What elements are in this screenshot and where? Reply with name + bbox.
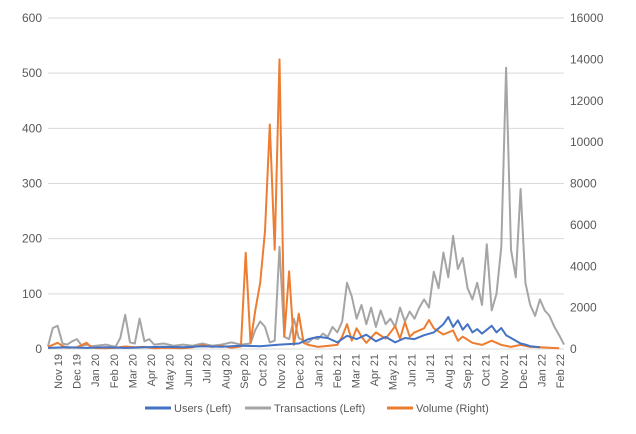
x-tick-label: Oct 20: [258, 354, 270, 386]
left-tick-label: 100: [22, 287, 42, 301]
right-tick-label: 16000: [570, 11, 604, 25]
x-tick-label: Mar 20: [127, 354, 139, 388]
right-tick-label: 14000: [570, 52, 604, 66]
x-tick-label: Aug 21: [443, 354, 455, 389]
x-tick-label: May 21: [388, 354, 400, 390]
legend: Users (Left) Transactions (Left) Volume (R…: [145, 403, 489, 415]
gridlines: [48, 17, 564, 350]
x-tick-label: Sep 20: [239, 354, 251, 389]
x-tick-label: Nov 20: [276, 354, 288, 389]
x-tick-label: Feb 20: [109, 354, 121, 388]
x-tick-label: Jan 22: [536, 354, 548, 387]
x-tick-label: Nov 19: [53, 354, 65, 389]
series-lines: [47, 58, 565, 350]
legend-label: Volume (Right): [416, 403, 489, 415]
legend-label: Transactions (Left): [274, 403, 365, 415]
right-tick-label: 6000: [570, 218, 597, 232]
x-tick-label: Dec 19: [72, 354, 84, 389]
right-tick-label: 12000: [570, 94, 604, 108]
right-tick-label: 0: [570, 342, 577, 356]
x-tick-label: Jan 21: [313, 354, 325, 387]
series-line-0: [47, 316, 541, 349]
left-tick-label: 200: [22, 232, 42, 246]
x-tick-label: Jun 20: [183, 354, 195, 387]
right-tick-label: 2000: [570, 301, 597, 315]
x-tick-label: Jul 20: [202, 354, 214, 383]
x-axis-tick-labels: Nov 19 Dec 19 Jan 20 Feb 20 Mar 20 Apr 20 May …: [53, 354, 567, 390]
left-tick-label: 500: [22, 66, 42, 80]
right-axis-tick-labels: 0 2000 4000 6000 8000 10000 12000 14000 16000: [570, 11, 604, 356]
left-tick-label: 300: [22, 177, 42, 191]
x-tick-label: Feb 22: [555, 354, 567, 388]
x-tick-label: Sep 21: [462, 354, 474, 389]
left-axis-tick-labels: 0 100 200 300 400 500 600: [22, 11, 42, 356]
x-tick-label: Jan 20: [90, 354, 102, 387]
right-tick-label: 10000: [570, 135, 604, 149]
right-tick-label: 4000: [570, 259, 597, 273]
left-tick-label: 0: [35, 342, 42, 356]
left-tick-label: 400: [22, 121, 42, 135]
x-tick-label: Dec 21: [518, 354, 530, 389]
legend-label: Users (Left): [174, 403, 231, 415]
x-tick-label: Dec 20: [295, 354, 307, 389]
x-tick-label: Aug 20: [220, 354, 232, 389]
x-tick-label: Jul 21: [425, 354, 437, 383]
x-tick-label: May 20: [165, 354, 177, 390]
x-tick-label: Apr 20: [146, 354, 158, 386]
x-tick-label: Mar 21: [350, 354, 362, 388]
left-tick-label: 600: [22, 11, 42, 25]
x-tick-label: Nov 21: [499, 354, 511, 389]
right-tick-label: 8000: [570, 177, 597, 191]
x-tick-label: Oct 21: [481, 354, 493, 386]
x-tick-label: Apr 21: [369, 354, 381, 386]
series-line-1: [47, 66, 565, 348]
x-tick-label: Jun 21: [406, 354, 418, 387]
x-tick-label: Feb 21: [332, 354, 344, 388]
